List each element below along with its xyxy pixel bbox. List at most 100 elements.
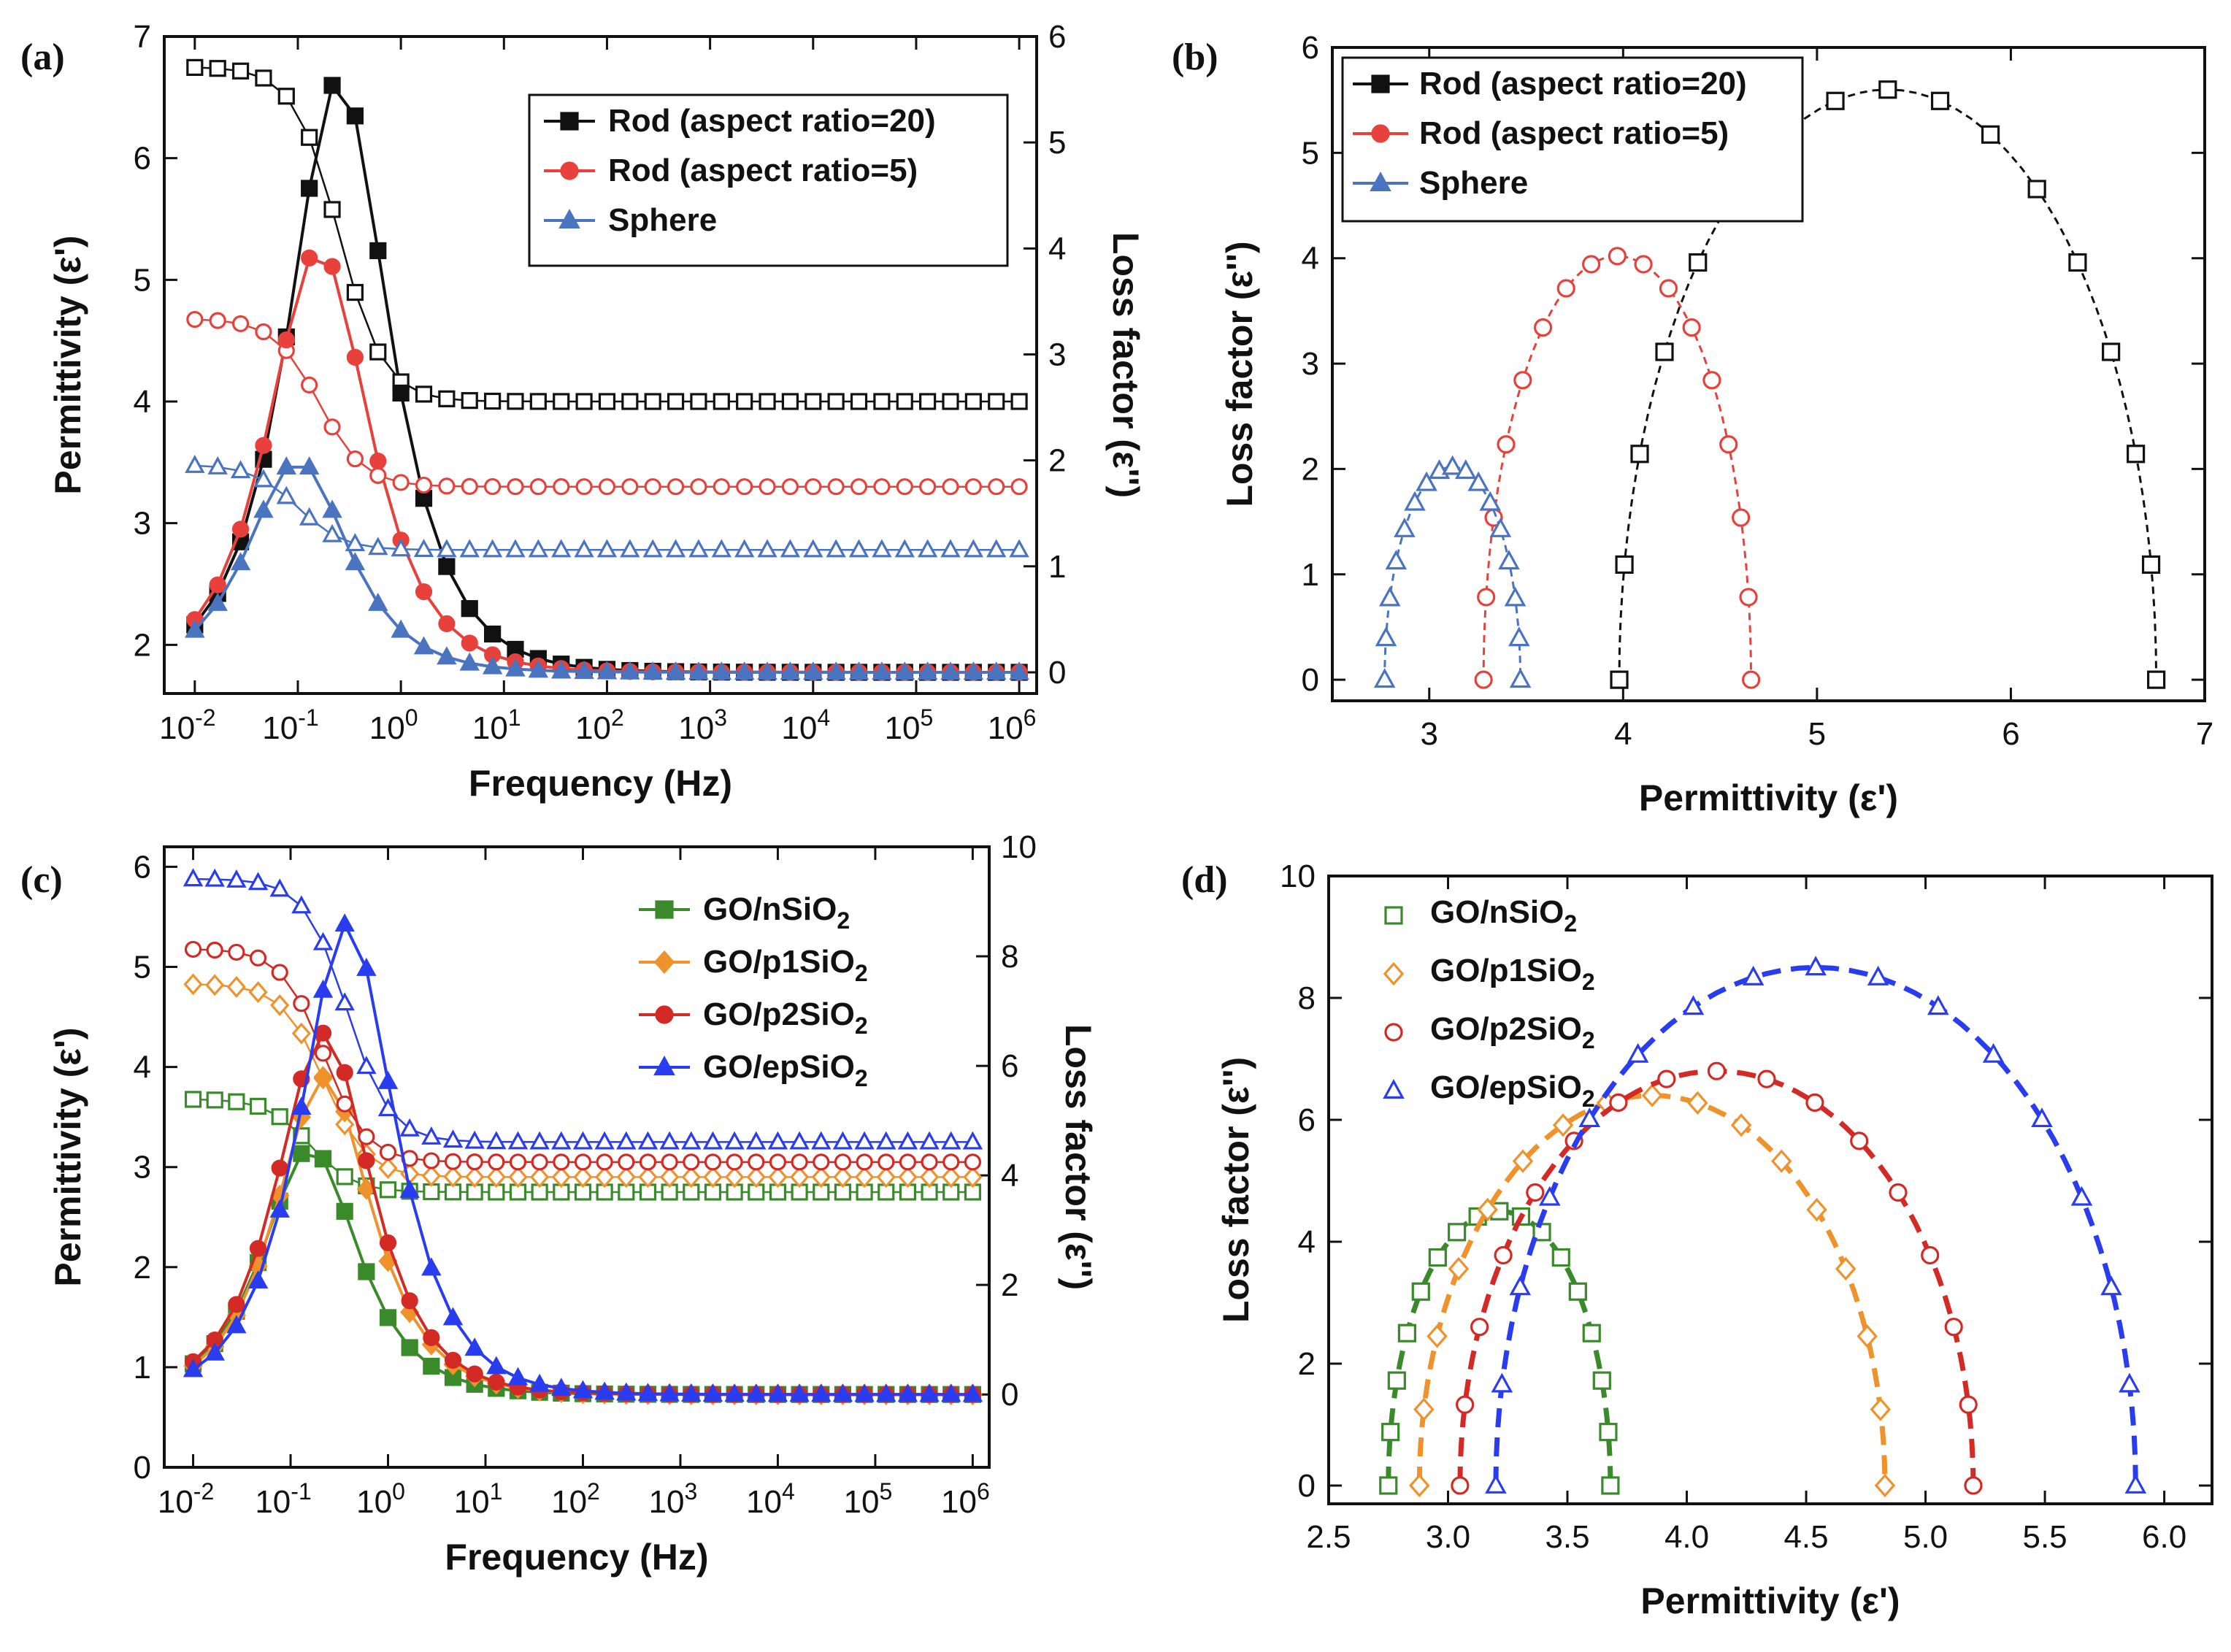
permittivity-point-c-3 [356, 1056, 377, 1075]
chart-d: 2.5 3.0 3.5 4.0 4.5 5.0 5.5 6.0 0 2 4 6 8 10 Permittiv… [1216, 858, 2213, 1621]
loss-point-c-0 [423, 1357, 440, 1375]
permittivity-point-a-0 [850, 393, 868, 410]
permittivity-point-a-0 [964, 393, 982, 410]
data-point-d-1 [1687, 1091, 1708, 1115]
loss-point-a-2 [437, 646, 457, 665]
permittivity-point-a-0 [1010, 393, 1028, 410]
y-tick-label-b: 5 [1302, 135, 1319, 171]
loss-point-c-2 [423, 1329, 440, 1347]
y2-tick-label-a: 0 [1048, 655, 1066, 691]
permittivity-point-c-2 [444, 1153, 462, 1170]
loss-point-a-2 [368, 592, 388, 611]
x-tick-label-c: 10-1 [255, 1478, 311, 1520]
loss-point-a-2 [413, 636, 434, 655]
data-point-d-2 [1494, 1245, 1513, 1265]
permittivity-point-c-3 [377, 1098, 399, 1117]
permittivity-point-a-2 [734, 539, 755, 558]
x-tick-label-a: 10-1 [262, 704, 318, 746]
permittivity-point-a-2 [459, 539, 480, 558]
loss-point-c-3 [442, 1307, 464, 1326]
plot-frame-c [163, 845, 991, 1469]
permittivity-point-c-2 [314, 1045, 332, 1062]
permittivity-point-a-0 [186, 58, 204, 76]
loss-point-a-1 [369, 453, 387, 470]
permittivity-point-c-2 [228, 943, 245, 961]
data-point-d-0 [1601, 1476, 1620, 1495]
permittivity-point-c-1 [226, 976, 247, 998]
data-point-b-2 [1508, 626, 1530, 647]
data-point-d-3 [1867, 965, 1889, 986]
data-point-d-1 [1730, 1113, 1752, 1137]
data-point-d-2 [1451, 1476, 1470, 1495]
legend-marker-d-2 [1384, 1023, 1403, 1042]
loss-point-c-3 [572, 1380, 594, 1399]
y2-tick-label-c: 0 [1001, 1377, 1018, 1413]
x-tick-label-a: 103 [678, 704, 727, 746]
permittivity-point-a-0 [896, 393, 913, 410]
loss-point-c-3 [854, 1383, 875, 1402]
loss-point-c-2 [379, 1234, 397, 1252]
data-point-d-3 [1578, 1107, 1601, 1128]
data-point-d-3 [1927, 995, 1949, 1015]
permittivity-point-c-1 [595, 1166, 615, 1188]
legend-marker-b-0 [1371, 74, 1390, 93]
loss-point-a-1 [209, 576, 226, 593]
data-point-b-2 [1416, 471, 1437, 491]
plots-layer: 10-2 10-1 100 101 102 103 104 105 10623456701234… [47, 19, 2213, 1621]
permittivity-point-a-2 [551, 539, 572, 558]
y-tick-label-d: 8 [1298, 980, 1316, 1016]
data-point-b-2 [1404, 491, 1426, 511]
data-point-b-0 [1930, 91, 1950, 110]
y-tick-label-d: 6 [1298, 1102, 1316, 1138]
data-point-b-1 [1533, 318, 1553, 337]
permittivity-point-c-3 [183, 868, 204, 887]
permittivity-point-c-1 [789, 1166, 810, 1188]
y2-axis-title-a: Loss factor (ε'') [1105, 232, 1146, 498]
loss-point-c-3 [789, 1383, 810, 1402]
data-point-d-1 [1409, 1473, 1430, 1498]
panel-label-b: (b) [1172, 37, 1218, 78]
loss-point-a-1 [323, 258, 341, 275]
loss-point-c-3 [551, 1378, 572, 1396]
y-tick-label-c: 0 [134, 1450, 151, 1486]
legend-label-c-3: GO/epSiO2 [703, 1049, 868, 1091]
loss-point-a-1 [255, 437, 272, 454]
data-point-b-0 [2102, 342, 2121, 361]
permittivity-point-c-1 [811, 1166, 831, 1188]
permittivity-point-c-3 [659, 1131, 680, 1150]
loss-point-a-2 [185, 619, 205, 638]
y2-tick-label-c: 8 [1001, 939, 1018, 975]
loss-point-c-3 [941, 1383, 961, 1402]
y-tick-label-a: 3 [134, 506, 151, 542]
series-b-1 [1474, 247, 1761, 689]
permittivity-point-c-2 [964, 1153, 982, 1171]
data-point-d-2 [1921, 1245, 1940, 1265]
permittivity-point-c-3 [421, 1126, 442, 1145]
permittivity-point-c-3 [594, 1131, 615, 1150]
legend-marker-a-1 [560, 161, 579, 180]
legend-box-b [1341, 56, 1804, 223]
loss-point-c-3 [897, 1383, 918, 1402]
loss-point-c-2 [444, 1351, 462, 1369]
permittivity-point-a-2 [917, 539, 938, 558]
loss-point-c-0 [336, 1202, 353, 1220]
fit-curve-b-1 [1482, 255, 1753, 680]
loss-point-a-2 [963, 661, 984, 680]
x-tick-label-b: 5 [1808, 716, 1826, 752]
data-point-d-1 [1835, 1256, 1856, 1281]
data-point-d-3 [1682, 995, 1705, 1015]
data-point-d-3 [2124, 1473, 2147, 1494]
loss-point-c-3 [962, 1383, 983, 1402]
data-point-b-0 [1630, 445, 1649, 464]
data-point-b-1 [1477, 588, 1496, 607]
y2-tick-label-a: 2 [1048, 443, 1066, 479]
permittivity-point-a-1 [392, 474, 410, 491]
permittivity-point-a-2 [1009, 539, 1029, 558]
permittivity-point-c-1 [659, 1166, 680, 1188]
x-tick-label-b: 4 [1614, 716, 1632, 752]
permittivity-point-c-3 [616, 1131, 637, 1150]
y-tick-label-b: 1 [1302, 557, 1319, 593]
loss-point-a-1 [461, 634, 478, 652]
loss-point-a-0 [461, 600, 478, 618]
permittivity-point-c-3 [941, 1131, 961, 1150]
